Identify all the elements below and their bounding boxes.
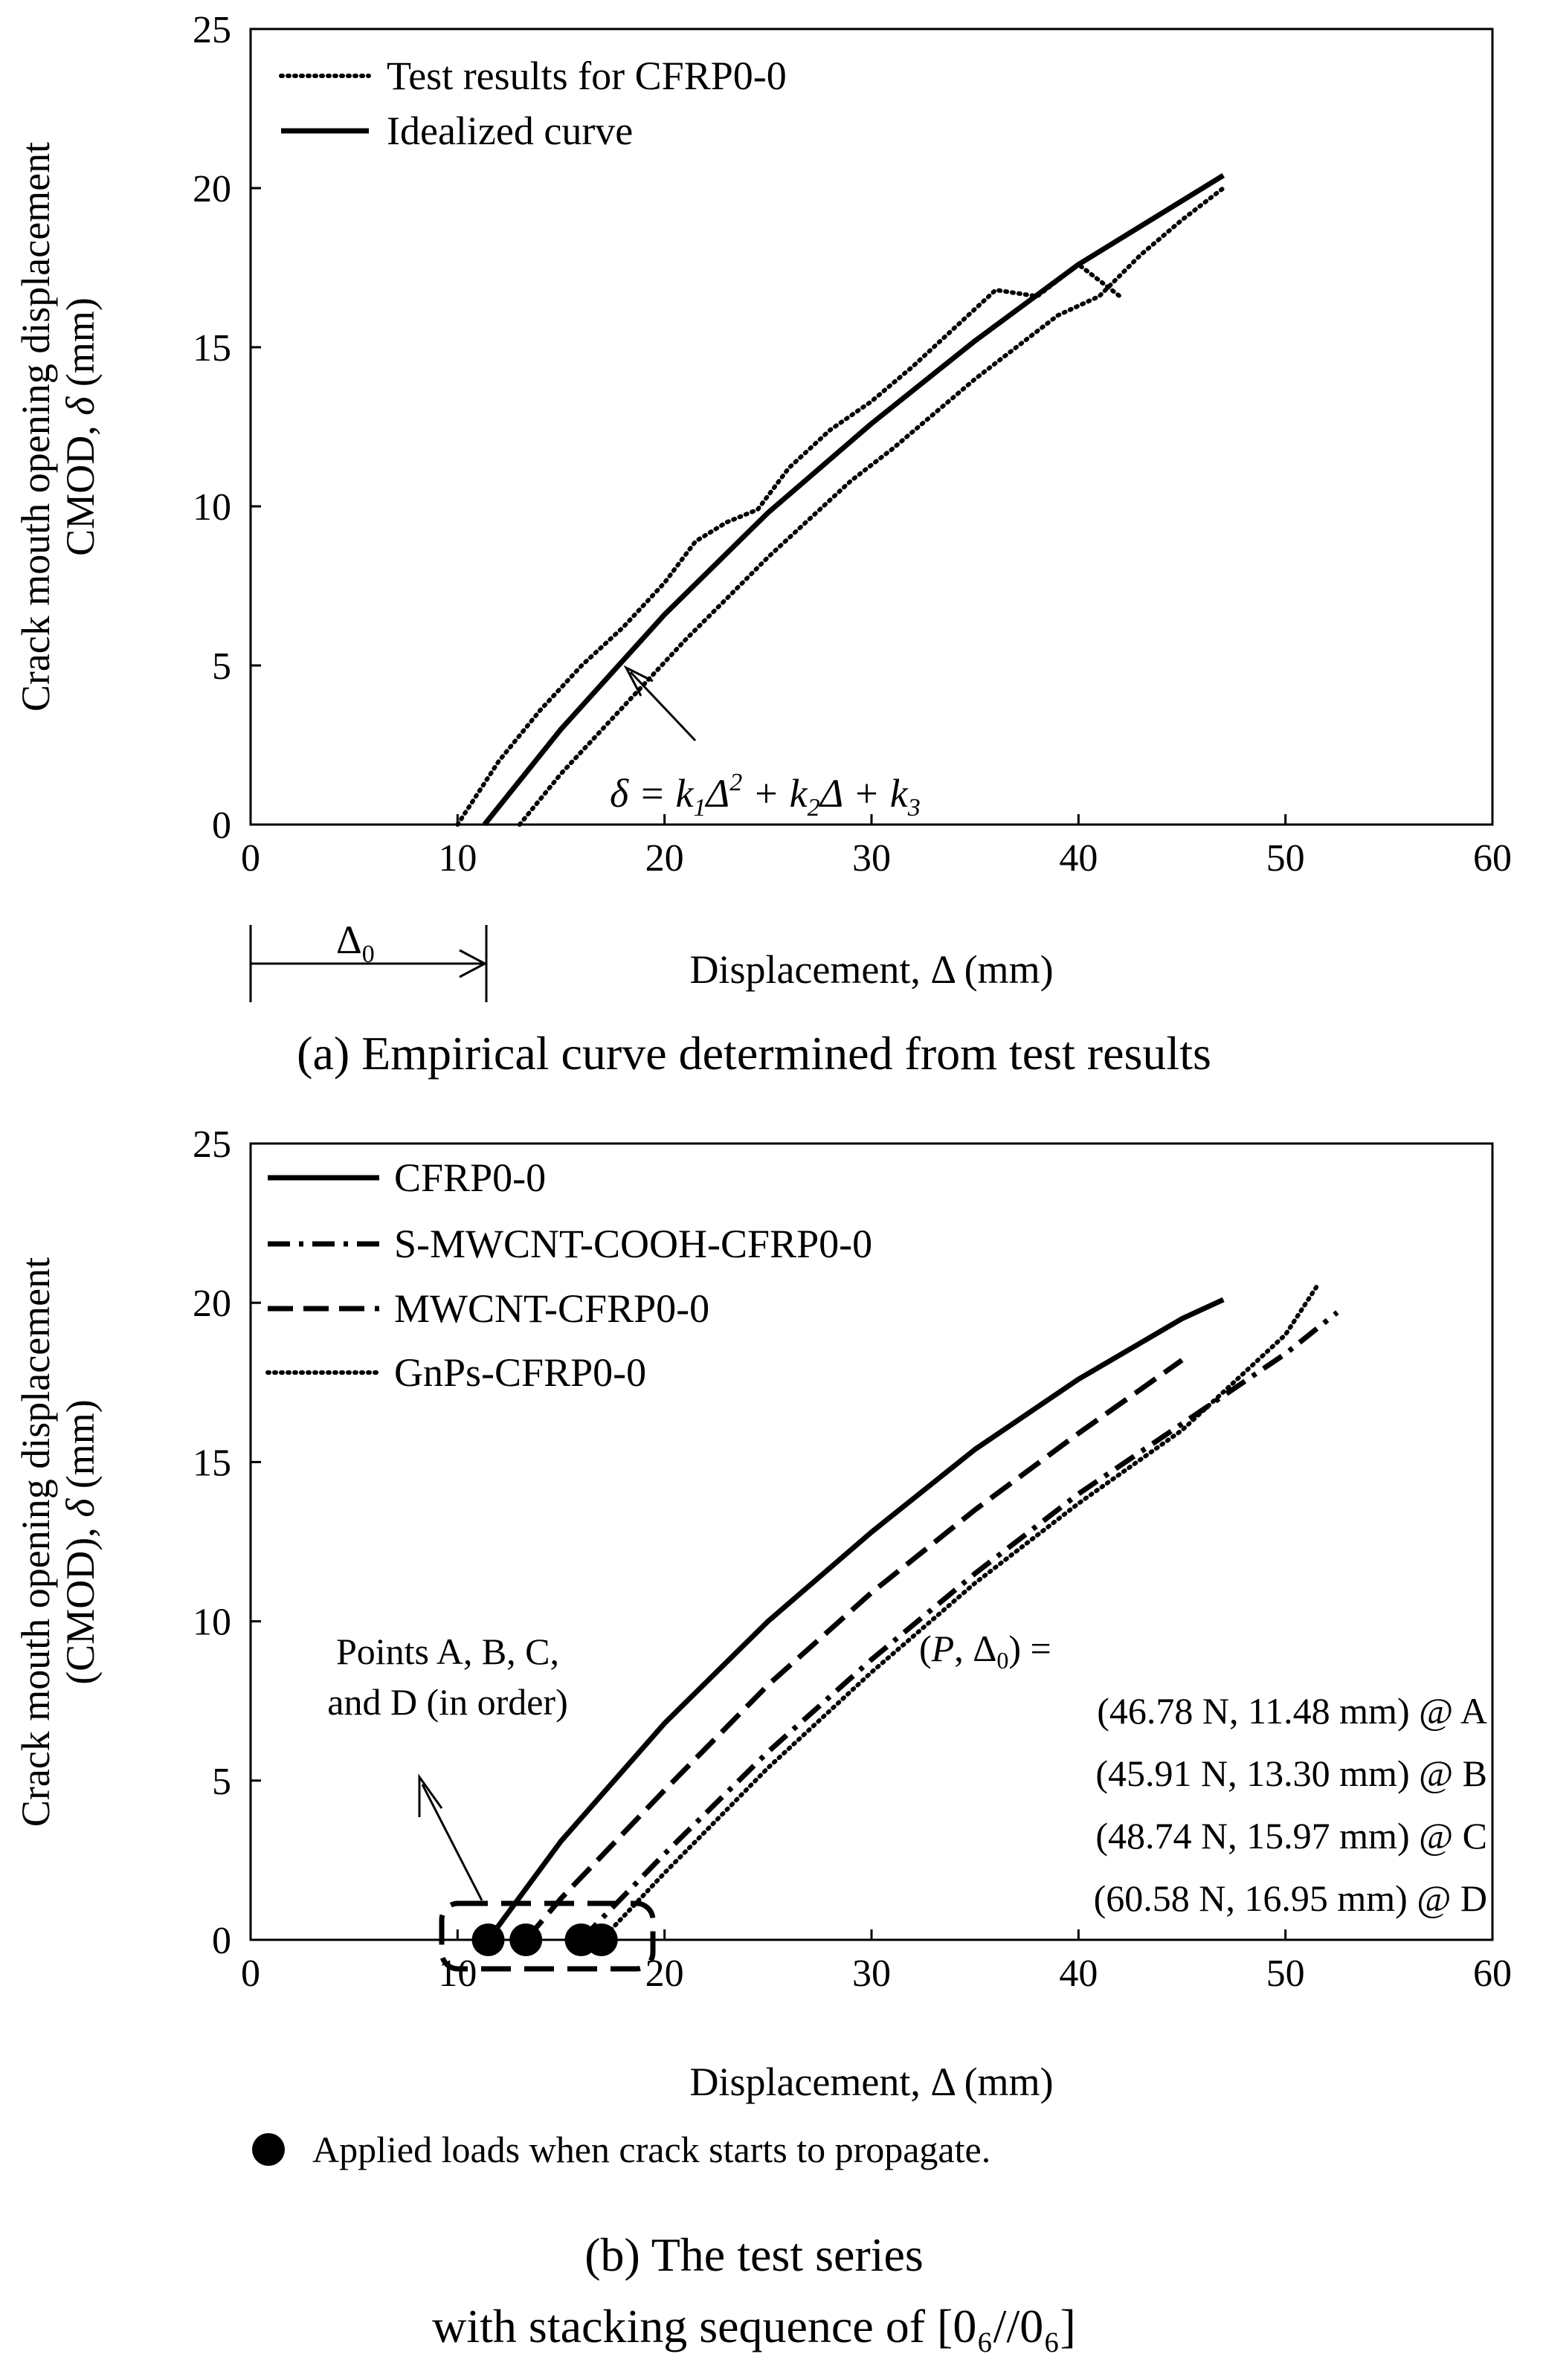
y-tick-label-a: 0 [212,804,231,847]
ticks-a: 0 10 20 30 40 50 60 0 5 10 15 20 25 [193,9,1512,880]
x-tick-label-a: 60 [1473,837,1512,880]
x-tick-label-a: 50 [1266,837,1305,880]
x-tick-label-b: 60 [1473,1952,1512,1995]
y-tick-label-a: 25 [193,9,231,51]
y-tick-label-b: 5 [212,1761,231,1803]
y-tick-label-a: 15 [193,327,231,370]
x-tick-label-a: 40 [1059,837,1098,880]
panel-a: 0 10 20 30 40 50 60 0 5 10 15 20 25 Crack mouth open… [13,9,1512,1080]
point-d [584,1923,618,1956]
marker-note-dot [252,2133,285,2166]
values-line-b: (45.91 N, 13.30 mm) @ B [1095,1752,1487,1794]
equation-annotation: δ = k1Δ2 + k2Δ + k3 [610,769,921,822]
marker-note-text: Applied loads when crack starts to propa… [312,2129,990,2170]
y-tick-label-b: 10 [193,1602,231,1644]
series-b [471,1281,1339,1956]
x-tick-label-b: 0 [241,1952,260,1995]
caption-a: (a) Empirical curve determined from test… [297,1027,1211,1080]
y-axis-label-b-line2: (CMOD), δ (mm) [58,1399,103,1685]
series-line-b-0 [486,1297,1225,1942]
y-axis-label-a-line2: CMOD, δ (mm) [58,297,103,556]
equation-arrow-shaft [629,671,697,742]
x-tick-label-a: 10 [438,837,477,880]
y-tick-label-b: 20 [193,1283,231,1325]
points-callout-line2: and D (in order) [327,1681,568,1723]
equation-arrow-head [623,665,654,697]
legend-label-mwcnt: MWCNT-CFRP0-0 [394,1286,709,1331]
legend-label-cfrp: CFRP0-0 [394,1155,546,1200]
legend-label-smwcnt: S-MWCNT-COOH-CFRP0-0 [394,1222,872,1266]
series-a [455,172,1226,827]
series-line-b-3 [599,1281,1321,1942]
x-tick-label-b: 50 [1266,1952,1305,1995]
x-tick-label-b: 40 [1059,1952,1098,1995]
y-tick-label-a: 5 [212,645,231,688]
values-line-c: (48.74 N, 15.97 mm) @ C [1095,1815,1487,1857]
y-tick-label-a: 10 [193,486,231,529]
y-axis-label-a-line1: Crack mouth opening displacement [13,142,58,712]
point-b [509,1923,543,1956]
caption-b-line1: (b) The test series [584,2228,924,2281]
y-tick-label-a: 20 [193,168,231,210]
x-tick-label-a: 30 [852,837,891,880]
values-header: (P, Δ0) = [919,1628,1051,1674]
series-line-a-0-b [517,186,1226,827]
x-axis-label-a: Displacement, Δ (mm) [689,947,1053,992]
series-line-a-1 [482,172,1225,827]
points-highlight-box [439,1900,656,1972]
legend-label-idealized: Idealized curve [387,109,633,153]
x-tick-label-a: 20 [645,837,684,880]
y-tick-label-b: 15 [193,1442,231,1484]
point-a [471,1923,505,1956]
x-axis-label-b: Displacement, Δ (mm) [689,2060,1053,2104]
delta0-arrow-head [459,949,488,978]
values-line-d: (60.58 N, 16.95 mm) @ D [1094,1877,1487,1919]
series-line-b-1 [579,1310,1339,1942]
series-line-b-2 [524,1358,1184,1942]
series-line-a-0 [455,262,1122,827]
caption-b-line2: with stacking sequence of [0₆//0₆] [432,2300,1076,2352]
values-line-a: (46.78 N, 11.48 mm) @ A [1097,1690,1487,1732]
y-tick-label-b: 25 [193,1123,231,1166]
points-callout-line1: Points A, B, C, [336,1631,559,1672]
y-axis-label-b-line1: Crack mouth opening displacement [13,1257,58,1827]
y-tick-label-b: 0 [212,1920,231,1962]
x-tick-label-b: 30 [852,1952,891,1995]
legend-label-test: Test results for CFRP0-0 [387,54,787,98]
x-tick-label-a: 0 [241,837,260,880]
points-callout-arrow-head [418,1773,443,1817]
legend-label-gnps: GnPs-CFRP0-0 [394,1350,646,1395]
delta0-label: Δ0 [336,918,375,968]
points-callout-arrow-shaft [421,1784,483,1901]
